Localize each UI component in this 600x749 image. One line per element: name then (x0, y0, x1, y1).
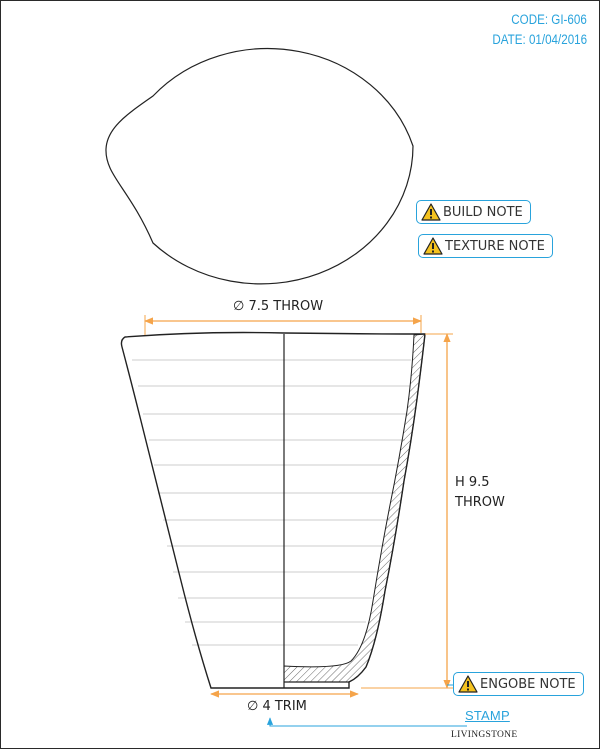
warning-triangle-icon (421, 203, 441, 221)
pot-side-profile (120, 331, 426, 689)
build-note-callout[interactable]: BUILD NOTE (416, 200, 531, 224)
base-diameter-label: ∅ 4 TRIM (247, 699, 307, 714)
stamp-brand: LIVINGSTONE (451, 730, 518, 740)
code-label: CODE: GI-606 (511, 12, 587, 27)
height-unit-label: THROW (455, 495, 505, 510)
throwing-rings (132, 359, 411, 646)
stamp-leader (266, 717, 467, 727)
pot-top-view (105, 47, 414, 285)
warning-triangle-icon (423, 237, 443, 255)
build-note-label: BUILD NOTE (443, 204, 523, 220)
warning-triangle-icon (458, 675, 478, 693)
date-label: DATE: 01/04/2016 (492, 32, 587, 47)
rim-diameter-label: ∅ 7.5 THROW (233, 299, 324, 314)
height-value-label: H 9.5 (455, 475, 490, 490)
engobe-note-label: ENGOBE NOTE (480, 676, 576, 692)
stamp-label[interactable]: STAMP (465, 708, 510, 723)
engobe-note-callout[interactable]: ENGOBE NOTE (453, 672, 584, 696)
texture-note-label: TEXTURE NOTE (445, 238, 545, 254)
texture-note-callout[interactable]: TEXTURE NOTE (418, 234, 553, 258)
